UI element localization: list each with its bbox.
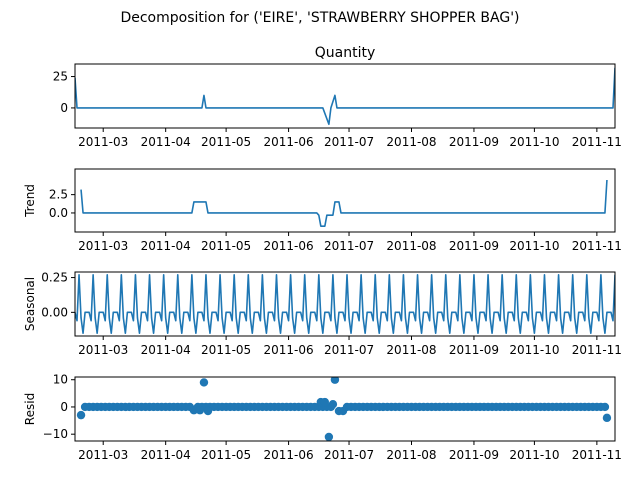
resid-point (328, 400, 338, 409)
y-tick-label: 10 (53, 373, 68, 387)
x-tick-label: 2011-07 (324, 239, 374, 253)
x-tick-label: 2011-10 (509, 343, 559, 357)
y-tick-label: −10 (43, 427, 68, 441)
x-tick-label: 2011-09 (449, 239, 499, 253)
x-tick-label: 2011-08 (386, 448, 436, 462)
y-axis-label: Trend (23, 184, 37, 218)
x-tick-label: 2011-03 (78, 135, 128, 149)
resid-point (199, 378, 209, 387)
x-tick-label: 2011-08 (386, 239, 436, 253)
x-tick-label: 2011-07 (324, 343, 374, 357)
x-tick-label: 2011-03 (78, 343, 128, 357)
plot-area (80, 179, 608, 227)
x-tick-label: 2011-03 (78, 239, 128, 253)
panel-seasonal: 0.00 0.25 2011-03 2011-04 2011-05 2011-06 2011… (23, 271, 622, 357)
resid-point (600, 402, 610, 412)
x-tick-label: 2011-04 (141, 343, 191, 357)
resid-point (76, 410, 86, 420)
plot-area (76, 377, 612, 441)
x-tick-label: 2011-04 (141, 239, 191, 253)
panel-trend: 0.0 2.5 2011-03 2011-04 2011-05 2011-06 2011-0… (23, 168, 622, 253)
x-tick-label: 2011-05 (201, 343, 251, 357)
x-tick-label: 2011-04 (141, 135, 191, 149)
x-tick-label: 2011-11 (572, 135, 622, 149)
x-tick-label: 2011-05 (201, 135, 251, 149)
figure-title: Decomposition for ('EIRE', 'STRAWBERRY S… (120, 10, 519, 26)
x-tick-label: 2011-10 (509, 448, 559, 462)
x-tick-label: 2011-10 (509, 239, 559, 253)
x-tick-label: 2011-11 (572, 239, 622, 253)
panel-resid: −10 0 10 2011-03 2011-04 2011-05 2011-06 2011-0… (23, 373, 622, 462)
panels: 0 25 2011-03 2011-04 2011-05 2011-06 2011-07 20… (23, 45, 622, 462)
x-tick-label: 2011-07 (324, 135, 374, 149)
x-tick-label: 2011-06 (264, 135, 314, 149)
panel-title: Quantity (315, 45, 376, 61)
x-tick-label: 2011-03 (78, 448, 128, 462)
y-tick-label: 25 (53, 70, 68, 84)
y-tick-label: 0 (60, 400, 68, 414)
resid-point (320, 397, 330, 407)
plot-area (75, 273, 615, 335)
axes-frame (74, 168, 616, 233)
y-tick-label: 0.00 (41, 305, 68, 319)
panel-observed: 0 25 2011-03 2011-04 2011-05 2011-06 2011-07 20… (53, 45, 622, 149)
x-tick-label: 2011-07 (324, 448, 374, 462)
y-tick-label: 0.0 (49, 206, 68, 220)
x-tick-label: 2011-11 (572, 343, 622, 357)
resid-point (324, 432, 334, 441)
y-axis-label: Seasonal (23, 277, 37, 331)
axes-frame (74, 376, 616, 442)
resid-point (330, 377, 340, 384)
resid-point (602, 413, 612, 423)
x-tick-label: 2011-06 (264, 343, 314, 357)
x-tick-label: 2011-09 (449, 448, 499, 462)
x-tick-label: 2011-05 (201, 448, 251, 462)
axes-frame (74, 271, 616, 337)
x-tick-label: 2011-06 (264, 448, 314, 462)
x-tick-label: 2011-06 (264, 239, 314, 253)
seasonal-line (75, 273, 615, 335)
resid-point (203, 406, 213, 416)
resid-point (195, 406, 205, 415)
x-tick-label: 2011-11 (572, 448, 622, 462)
y-axis-label: Resid (23, 393, 37, 425)
x-tick-label: 2011-10 (509, 135, 559, 149)
observed-line (75, 67, 615, 126)
x-tick-label: 2011-09 (449, 135, 499, 149)
x-tick-label: 2011-04 (141, 448, 191, 462)
x-tick-label: 2011-09 (449, 343, 499, 357)
y-tick-label: 0.25 (41, 271, 68, 285)
y-tick-label: 2.5 (49, 188, 68, 202)
plot-area (75, 67, 615, 126)
axes-frame (74, 63, 616, 129)
trend-line (80, 179, 608, 227)
x-tick-label: 2011-05 (201, 239, 251, 253)
x-tick-label: 2011-08 (386, 135, 436, 149)
y-tick-label: 0 (60, 101, 68, 115)
x-tick-label: 2011-08 (386, 343, 436, 357)
